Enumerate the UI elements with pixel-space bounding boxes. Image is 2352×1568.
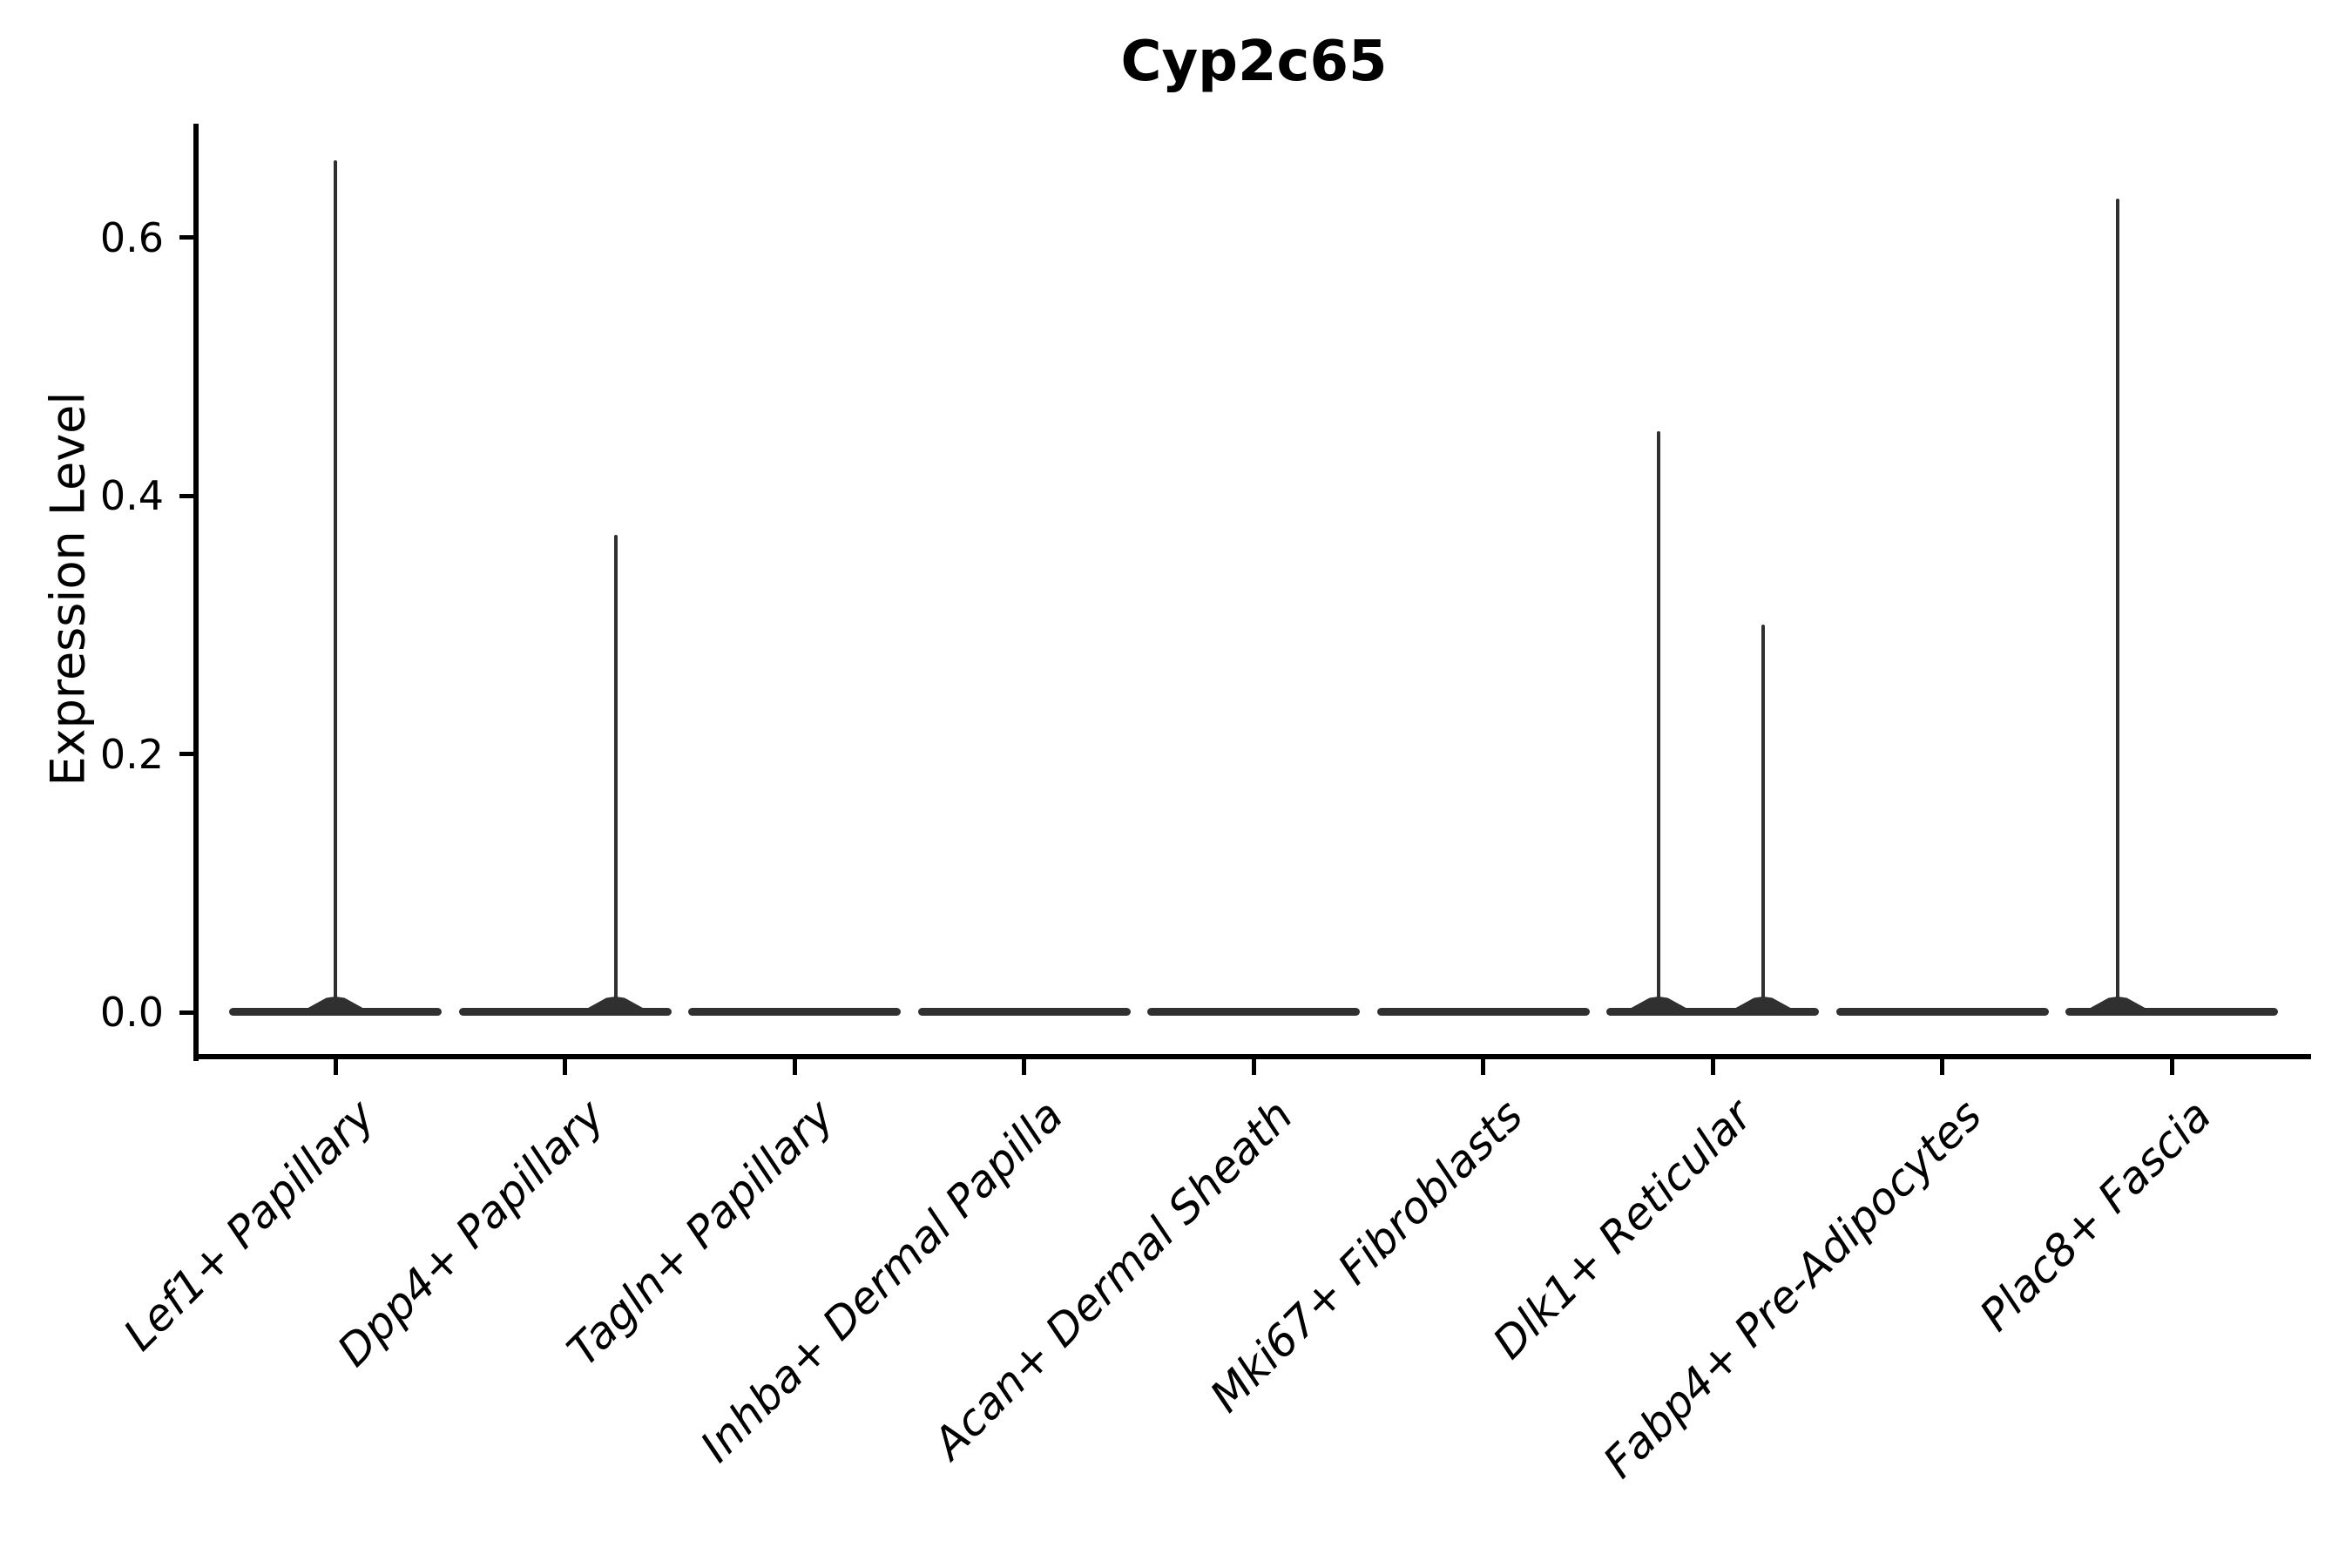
violin-bump <box>2087 997 2148 1010</box>
x-tick-mark <box>2169 1059 2174 1075</box>
violin-bump <box>1628 997 1689 1010</box>
y-tick-mark <box>179 235 193 240</box>
violin-body <box>2065 1008 2278 1016</box>
violin-bump <box>305 997 366 1010</box>
x-tick-mark <box>792 1059 797 1075</box>
chart-title: Cyp2c65 <box>1120 30 1388 94</box>
y-axis-spine <box>193 124 199 1061</box>
violin-spike <box>334 159 337 1016</box>
x-tick-mark <box>1710 1059 1715 1075</box>
violin-spike <box>2116 199 2119 1016</box>
violin-bump <box>585 997 646 1010</box>
violin-body <box>458 1008 672 1016</box>
y-tick-label: 0.6 <box>99 213 164 261</box>
violin-body <box>917 1008 1131 1016</box>
x-tick-mark <box>1022 1059 1026 1075</box>
y-tick-mark <box>179 1010 193 1015</box>
x-tick-label: Fabp4+ Pre-Adipocytes <box>1593 1090 1991 1488</box>
violin-body <box>1835 1008 2049 1016</box>
x-tick-mark <box>1481 1059 1485 1075</box>
y-tick-label: 0.2 <box>99 730 164 778</box>
violin-spike <box>613 534 618 1016</box>
violin-body <box>1376 1008 1590 1016</box>
y-axis-label: Expression Level <box>40 391 96 787</box>
x-tick-mark <box>333 1059 338 1075</box>
y-tick-label: 0.0 <box>99 989 164 1036</box>
x-tick-label: Lef1+ Papillary <box>114 1090 385 1361</box>
x-axis-spine <box>193 1054 2311 1059</box>
violin-body <box>1147 1008 1360 1016</box>
y-tick-label: 0.4 <box>99 472 164 520</box>
x-tick-mark <box>1940 1059 1944 1075</box>
violin-spike <box>1657 431 1660 1016</box>
x-tick-label: Plac8+ Fascia <box>1970 1090 2221 1342</box>
violin-body <box>1606 1008 1819 1016</box>
violin-spike <box>1761 625 1765 1016</box>
violin-bump <box>1733 997 1794 1010</box>
x-tick-mark <box>1251 1059 1256 1075</box>
y-tick-mark <box>179 752 193 757</box>
violin-body <box>688 1008 901 1016</box>
y-tick-mark <box>179 493 193 498</box>
x-tick-mark <box>563 1059 567 1075</box>
